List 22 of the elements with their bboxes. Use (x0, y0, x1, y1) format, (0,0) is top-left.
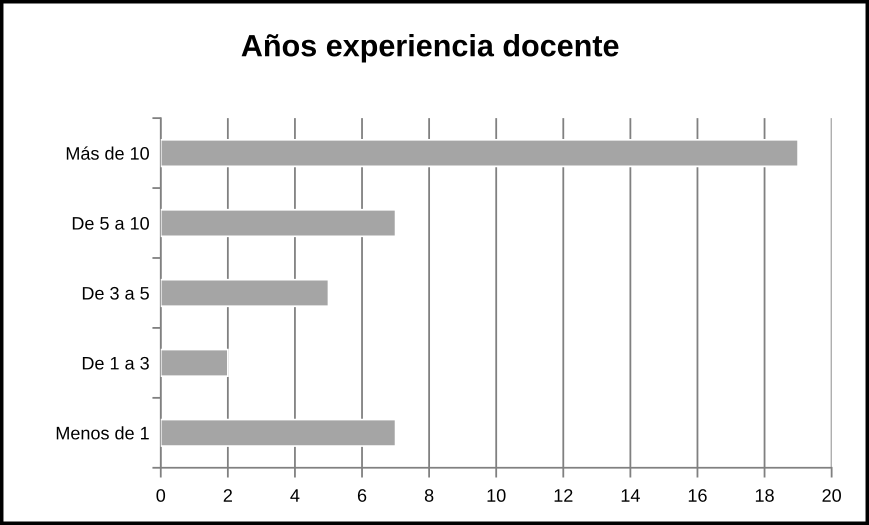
y-tick-label: De 3 a 5 (82, 286, 149, 300)
x-tick-label: 12 (554, 489, 572, 502)
x-tick-label: 18 (756, 489, 774, 502)
x-tick-label: 4 (290, 489, 300, 502)
y-tick-label: Menos de 1 (56, 426, 149, 440)
y-tick-label: De 5 a 10 (72, 216, 149, 230)
bar (160, 418, 396, 447)
x-tick-label: 8 (424, 489, 434, 502)
x-tick-label: 2 (224, 489, 232, 502)
bar (160, 348, 229, 377)
x-tick-label: 16 (688, 489, 707, 502)
chart-title: Años experiencia docente (242, 34, 618, 63)
bar (160, 138, 799, 168)
x-tick-label: 6 (358, 489, 366, 502)
bar (160, 278, 330, 308)
x-tick-label: 10 (488, 489, 506, 502)
bar (160, 208, 396, 238)
x-tick-label: 14 (622, 489, 640, 502)
y-tick-label: De 1 a 3 (82, 356, 149, 370)
y-tick-label: Más de 10 (66, 146, 149, 160)
x-tick-label: 0 (156, 489, 166, 502)
x-tick-label: 20 (822, 489, 841, 502)
